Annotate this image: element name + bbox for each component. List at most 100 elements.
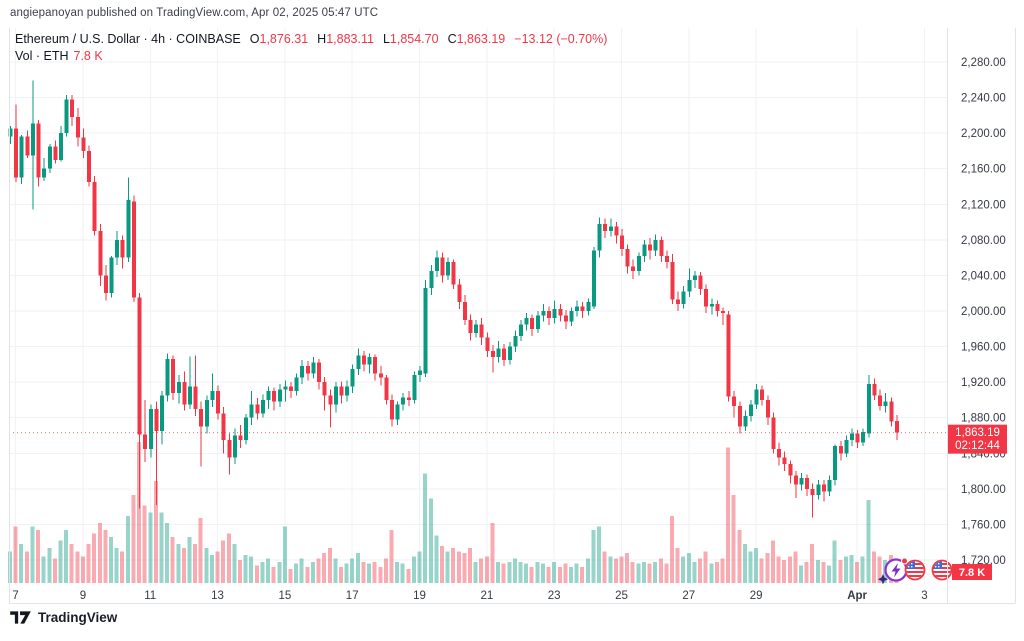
tradingview-brand[interactable]: TradingView — [10, 610, 117, 625]
attribution-text: angiepanoyan published on TradingView.co… — [10, 7, 379, 19]
candle — [558, 303, 563, 322]
y-axis-label: 2,240.00 — [961, 93, 1006, 105]
y-axis-label: 2,120.00 — [961, 199, 1006, 211]
candle — [861, 428, 866, 447]
candle — [866, 375, 871, 438]
candle — [653, 234, 658, 256]
volume-bar — [608, 556, 613, 583]
candle — [389, 394, 394, 427]
us-flag-icon[interactable] — [904, 559, 926, 581]
candle — [664, 250, 669, 269]
candle — [143, 399, 148, 463]
volume-bar — [288, 568, 293, 583]
candle — [715, 300, 720, 317]
volume-bar — [350, 558, 355, 583]
candle — [328, 389, 333, 428]
candle — [339, 381, 344, 404]
volume-bar — [187, 537, 192, 583]
candle — [300, 359, 305, 384]
volume-bar — [546, 567, 551, 583]
last-price-value: 1,863.19 — [955, 427, 1000, 439]
volume-bar — [737, 530, 742, 583]
volume-bar — [344, 563, 349, 583]
volume-bar — [148, 512, 153, 583]
volume-bar — [294, 563, 299, 583]
candle — [451, 259, 456, 289]
volume-bar — [468, 547, 473, 583]
candle — [698, 271, 703, 295]
volume-bar — [243, 554, 248, 583]
us-flag-icon[interactable] — [931, 559, 953, 581]
candle — [496, 341, 501, 363]
volume-bar — [226, 533, 231, 583]
candle — [535, 311, 540, 334]
countdown-timer: 02:12:44 — [955, 440, 1000, 452]
candle — [423, 279, 428, 377]
candle — [42, 158, 47, 182]
price-change: −13.12 (−0.70%) — [514, 32, 608, 46]
legend-row-symbol: Ethereum / U.S. Dollar · 4h · COINBASE O1… — [15, 32, 607, 46]
volume-bar — [540, 563, 545, 583]
volume-bar — [524, 563, 529, 583]
x-axis-label: 25 — [615, 590, 628, 602]
volume-bar — [636, 563, 641, 583]
volume-bar — [821, 561, 826, 583]
candle — [30, 80, 35, 210]
volume-bar — [423, 473, 428, 583]
candle — [777, 442, 782, 466]
candle — [232, 428, 237, 464]
x-axis-label: 15 — [278, 590, 291, 602]
volume-bar — [367, 563, 372, 583]
y-axis[interactable]: 2,280.00 2,240.00 2,200.00 2,160.00 2,120.00… — [961, 57, 1006, 567]
candle — [883, 392, 888, 413]
candle — [580, 302, 585, 319]
candle — [619, 229, 624, 256]
volume-bar — [434, 535, 439, 583]
volume-bar — [630, 561, 635, 583]
chart-frame-borders — [9, 28, 1016, 604]
candle — [182, 371, 187, 411]
candle — [833, 444, 838, 486]
volume-bar — [479, 558, 484, 583]
candle — [87, 145, 92, 187]
volume-bar — [529, 567, 534, 583]
volume-bar — [204, 547, 209, 583]
candle — [188, 356, 193, 409]
candle — [754, 383, 759, 409]
candle — [384, 375, 389, 405]
candle — [367, 353, 372, 374]
x-axis-label: 23 — [548, 590, 561, 602]
ohlc-close: C1,863.19 — [447, 32, 506, 46]
volume-bar — [754, 547, 759, 583]
volume-bar — [765, 553, 770, 583]
candle — [743, 410, 748, 432]
volume-bar — [686, 553, 691, 583]
volume-bar — [849, 554, 854, 583]
candle — [799, 472, 804, 491]
x-axis[interactable]: 7 9 11 13 15 17 19 21 23 25 27 29 Apr 3 — [12, 590, 927, 602]
symbol-title[interactable]: Ethereum / U.S. Dollar · 4h · COINBASE — [15, 32, 241, 46]
volume-bar — [428, 498, 433, 583]
candle — [333, 382, 338, 413]
candle — [14, 104, 19, 183]
volume-bar — [462, 553, 467, 583]
candle — [204, 395, 209, 434]
y-axis-label: 1,800.00 — [961, 484, 1006, 496]
event-lightning-icon[interactable] — [877, 557, 908, 585]
candle — [159, 391, 164, 445]
candle — [53, 140, 58, 164]
candle — [92, 175, 97, 236]
candle — [47, 143, 52, 174]
candle — [58, 126, 63, 162]
candle — [171, 355, 176, 400]
volume-bar — [108, 537, 113, 583]
volume-bar — [653, 561, 658, 583]
x-axis-label: 27 — [682, 590, 695, 602]
volume-bar — [221, 540, 226, 583]
candle — [519, 319, 524, 342]
candle — [720, 307, 725, 326]
volume-bar — [456, 551, 461, 583]
volume-bar — [692, 561, 697, 583]
